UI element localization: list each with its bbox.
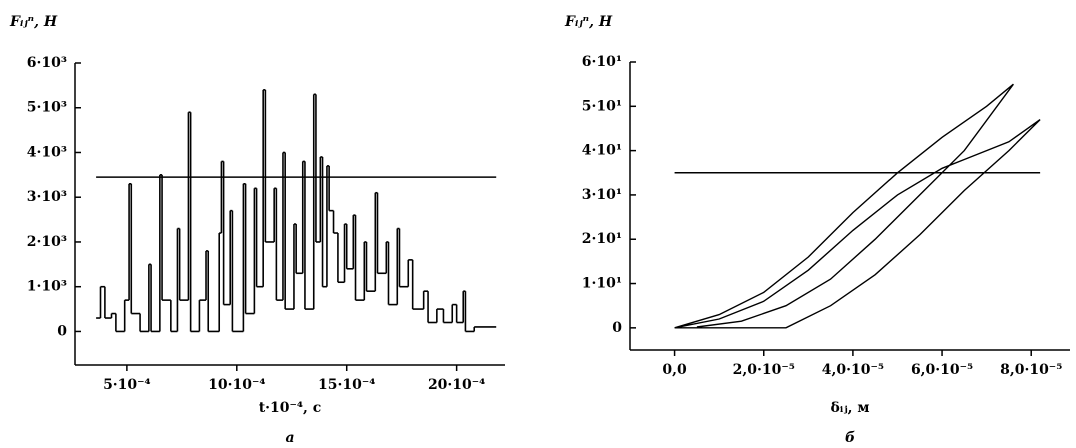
- y-axis-label: Fᵢⱼⁿ, Н: [564, 14, 613, 30]
- caption: а: [285, 430, 294, 446]
- y-tick-label: 6·10³: [27, 55, 67, 71]
- y-tick-label: 6·10¹: [582, 54, 622, 70]
- y-tick-label: 0: [612, 320, 622, 336]
- x-tick-label: 15·10⁻⁴: [318, 377, 375, 393]
- y-axis-label: Fᵢⱼⁿ, Н: [9, 14, 58, 30]
- x-tick-label: 2,0·10⁻⁵: [733, 362, 795, 378]
- y-tick-label: 1·10³: [27, 279, 67, 295]
- x-axis-label: t·10⁻⁴, с: [259, 400, 322, 416]
- x-tick-label: 10·10⁻⁴: [208, 377, 265, 393]
- caption: б: [845, 430, 855, 446]
- x-tick-label: 4,0·10⁻⁵: [822, 362, 884, 378]
- x-axis-label: δᵢⱼ, м: [831, 400, 870, 416]
- y-tick-label: 5·10³: [27, 100, 67, 116]
- y-tick-label: 2·10³: [27, 234, 67, 250]
- x-tick-label: 8,0·10⁻⁵: [1000, 362, 1062, 378]
- x-tick-label: 5·10⁻⁴: [103, 377, 151, 393]
- y-tick-label: 2·10¹: [582, 231, 622, 247]
- y-tick-label: 3·10¹: [582, 187, 622, 203]
- data-line: [674, 83, 1041, 329]
- x-tick-label: 20·10⁻⁴: [428, 377, 485, 393]
- y-tick-label: 1·10¹: [582, 276, 622, 292]
- y-tick-label: 3·10³: [27, 189, 67, 205]
- y-tick-label: 4·10³: [27, 144, 67, 160]
- y-tick-label: 5·10¹: [582, 98, 622, 114]
- y-tick-label: 4·10¹: [582, 143, 622, 159]
- x-tick-label: 0,0: [662, 362, 687, 378]
- y-tick-label: 0: [57, 323, 67, 339]
- x-tick-label: 6,0·10⁻⁵: [911, 362, 973, 378]
